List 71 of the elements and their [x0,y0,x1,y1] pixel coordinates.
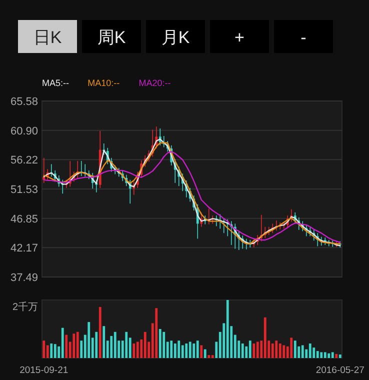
bar [72,334,76,358]
bar [335,354,338,358]
bar [88,322,90,358]
bar [110,336,113,358]
y-tick-label: 37.49 [10,272,38,284]
bar [61,328,64,358]
y-tick-label: 65.58 [10,96,38,108]
bar [324,352,326,358]
bar [114,332,116,358]
bar [125,332,128,358]
text: 2千万 [12,301,38,313]
bar [188,342,192,358]
bar [144,332,146,358]
text: - [300,28,306,47]
bar [226,300,229,358]
bar [316,351,319,358]
bar [50,344,53,358]
bar [132,344,136,358]
bar [211,355,214,358]
bar [328,353,330,358]
bar [192,344,196,358]
text: 日K [33,28,62,47]
bar [158,329,162,358]
bar [185,344,188,358]
x-tick-label: 2015-09-21 [20,365,68,376]
bar [170,340,173,358]
bar [98,306,102,358]
bar [275,340,278,358]
bar [312,348,316,358]
bar [95,332,98,358]
bar [204,349,206,358]
y-tick-label: 51.53 [10,184,38,196]
bar [278,344,282,358]
bar [282,345,286,358]
bar [54,344,56,358]
bar [178,340,180,358]
bar [102,326,106,358]
bar [196,340,199,358]
bar [208,355,210,358]
bar [264,317,266,358]
y-tick-label: 42.17 [10,242,38,255]
bar [256,342,259,358]
text: MA20:-- [138,78,171,88]
bar [200,345,203,358]
text: 月K [161,28,190,47]
bar [331,352,334,358]
x-tick-label: 2016-05-27 [316,365,364,376]
bar [248,340,252,358]
bar [252,344,256,358]
text: 周K [97,28,126,47]
bar [301,345,304,358]
text: MA10:-- [88,78,120,88]
text: MA5:-- [42,78,70,88]
bar [174,344,176,358]
bar [271,344,274,358]
bar [241,344,244,358]
bar [320,352,323,358]
y-tick-label: 56.22 [10,154,38,167]
bar [338,354,342,358]
bar [76,332,79,358]
bar [42,340,46,358]
bar [294,340,296,358]
y-tick-label: 46.85 [10,213,38,226]
bar [136,342,139,358]
bar [308,344,312,358]
text: + [234,28,245,47]
bar [155,308,158,358]
bar [65,334,68,358]
bar [290,338,293,358]
bar [162,332,166,358]
y-tick-label: 60.90 [10,125,38,138]
